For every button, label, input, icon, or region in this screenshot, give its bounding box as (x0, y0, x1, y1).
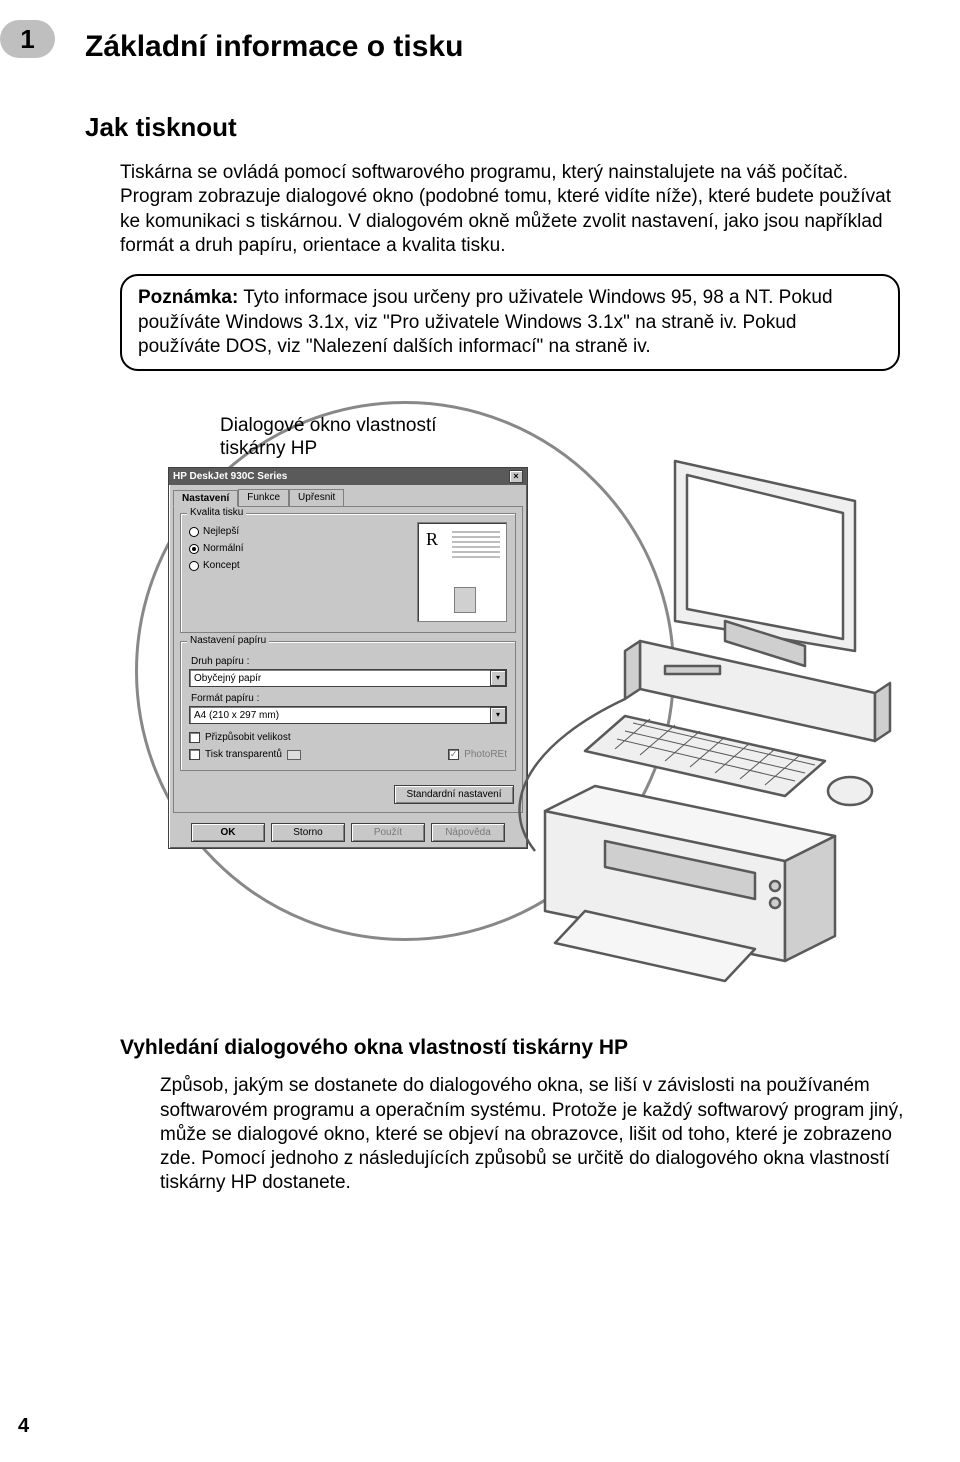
quality-radio-label: Koncept (203, 560, 240, 571)
radio-icon (189, 527, 199, 537)
preview-image-icon (454, 587, 476, 613)
paper-group: Nastavení papíru Druh papíru : Obyčejný … (180, 641, 516, 771)
note-text: Tyto informace jsou určeny pro uživatele… (138, 287, 833, 357)
banner-icon (287, 750, 301, 760)
ok-button[interactable]: OK (191, 823, 265, 842)
note-box: Poznámka: Tyto informace jsou určeny pro… (120, 274, 900, 371)
page-number: 4 (18, 1415, 29, 1438)
dialog-title: HP DeskJet 930C Series (173, 471, 287, 482)
paper-group-legend: Nastavení papíru (187, 635, 269, 646)
chapter-number-badge: 1 (0, 20, 55, 58)
illustration-figure: Dialogové okno vlastností tiskárny HP HP… (80, 401, 910, 1001)
quality-radio-normal[interactable]: Normální (189, 543, 244, 554)
paper-type-label: Druh papíru : (191, 656, 507, 667)
dialog-titlebar: HP DeskJet 930C Series × (169, 468, 527, 485)
section-title: Jak tisknout (85, 112, 910, 143)
dialog-tabs: Nastavení Funkce Upřesnit (169, 485, 527, 506)
intro-paragraph: Tiskárna se ovládá pomocí softwarového p… (120, 161, 910, 258)
paper-format-value: A4 (210 x 297 mm) (190, 710, 490, 721)
tab-features[interactable]: Funkce (238, 489, 289, 506)
checkbox-icon (189, 749, 200, 760)
transparency-checkbox[interactable]: Tisk transparentů (189, 749, 301, 760)
checkbox-icon (448, 749, 459, 760)
quality-radio-group: Nejlepší Normální Koncept (189, 526, 244, 571)
tab-panel-settings: Kvalita tisku Nejlepší Normální (173, 506, 523, 813)
subtitle-finding-dialog: Vyhledání dialogového okna vlastností ti… (120, 1036, 910, 1060)
dialog-caption: Dialogové okno vlastností tiskárny HP (220, 415, 480, 461)
transparency-label: Tisk transparentů (205, 749, 282, 760)
quality-radio-best[interactable]: Nejlepší (189, 526, 244, 537)
checkbox-icon (189, 732, 200, 743)
printer-properties-dialog: HP DeskJet 930C Series × Nastavení Funkc… (168, 467, 528, 849)
cancel-button[interactable]: Storno (271, 823, 345, 842)
preview-letter: R (426, 529, 438, 550)
page-title: Základní informace o tisku (85, 30, 910, 64)
note-label: Poznámka: (138, 287, 238, 308)
paragraph-finding-dialog: Způsob, jakým se dostanete do dialogovéh… (160, 1074, 910, 1196)
radio-icon (189, 544, 199, 554)
tab-settings[interactable]: Nastavení (173, 490, 238, 507)
fit-size-label: Přizpůsobit velikost (205, 732, 291, 743)
fit-size-checkbox[interactable]: Přizpůsobit velikost (189, 732, 507, 743)
paper-type-combo[interactable]: Obyčejný papír ▾ (189, 669, 507, 687)
apply-button: Použít (351, 823, 425, 842)
paper-type-value: Obyčejný papír (190, 673, 490, 684)
quality-radio-label: Normální (203, 543, 244, 554)
dialog-button-row: OK Storno Použít Nápověda (169, 817, 527, 848)
quality-radio-label: Nejlepší (203, 526, 239, 537)
radio-icon (189, 561, 199, 571)
paper-format-label: Formát papíru : (191, 693, 507, 704)
chapter-number: 1 (20, 24, 34, 55)
quality-group: Kvalita tisku Nejlepší Normální (180, 513, 516, 633)
computer-and-printer-illustration (475, 441, 905, 1001)
quality-group-legend: Kvalita tisku (187, 507, 246, 518)
quality-radio-draft[interactable]: Koncept (189, 560, 244, 571)
paper-format-combo[interactable]: A4 (210 x 297 mm) ▾ (189, 706, 507, 724)
tab-advanced[interactable]: Upřesnit (289, 489, 344, 506)
